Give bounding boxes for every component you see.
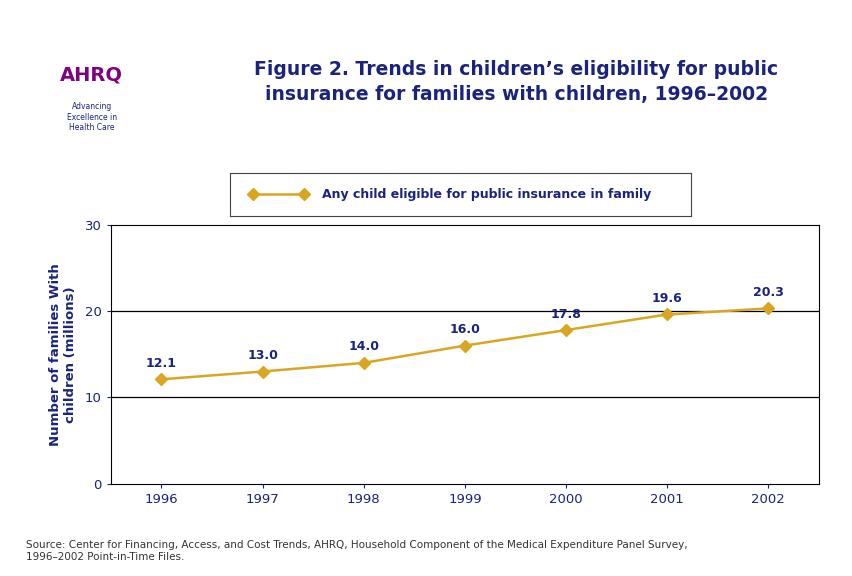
Text: AHRQ: AHRQ (60, 66, 123, 85)
Text: 19.6: 19.6 (651, 292, 682, 305)
Text: 12.1: 12.1 (146, 357, 176, 370)
Text: 20.3: 20.3 (752, 286, 783, 299)
Text: 17.8: 17.8 (550, 308, 581, 320)
Text: Advancing
Excellence in
Health Care: Advancing Excellence in Health Care (66, 103, 117, 132)
Text: 14.0: 14.0 (348, 340, 379, 354)
Text: Figure 2. Trends in children’s eligibility for public
insurance for families wit: Figure 2. Trends in children’s eligibili… (254, 60, 777, 104)
Y-axis label: Number of families With
children (millions): Number of families With children (millio… (49, 263, 77, 446)
Text: 16.0: 16.0 (449, 323, 480, 336)
Text: 13.0: 13.0 (247, 349, 278, 362)
Text: Source: Center for Financing, Access, and Cost Trends, AHRQ, Household Component: Source: Center for Financing, Access, an… (26, 540, 687, 562)
Text: Any child eligible for public insurance in family: Any child eligible for public insurance … (322, 188, 651, 201)
